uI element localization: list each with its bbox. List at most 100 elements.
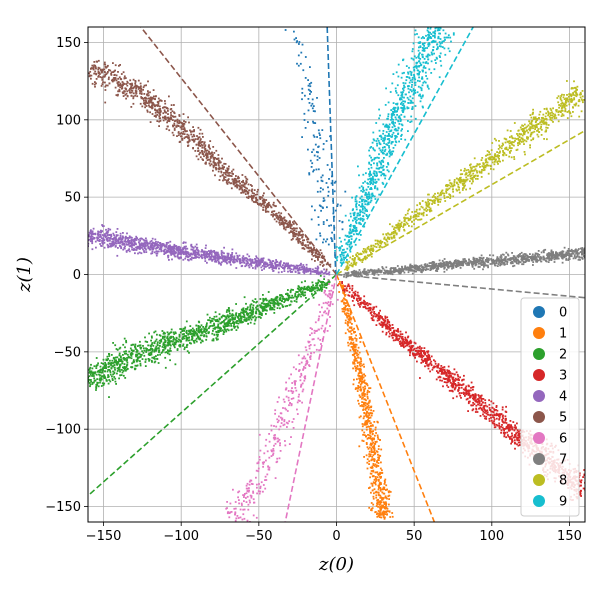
data-point — [381, 506, 383, 509]
data-point — [484, 402, 487, 404]
data-point — [154, 242, 157, 245]
data-point — [209, 140, 212, 142]
data-point — [501, 406, 504, 409]
data-point — [583, 469, 585, 471]
data-point — [308, 83, 311, 85]
data-point — [385, 510, 388, 513]
data-point — [321, 254, 324, 257]
data-point — [155, 115, 157, 118]
data-point — [502, 417, 504, 420]
data-point — [250, 303, 253, 306]
data-point — [483, 407, 485, 410]
data-point — [108, 379, 111, 381]
data-point — [382, 501, 385, 504]
data-point — [131, 362, 133, 365]
data-point — [309, 288, 312, 290]
data-point — [153, 251, 156, 254]
data-point — [222, 258, 225, 261]
data-point — [239, 261, 242, 264]
data-point — [385, 484, 388, 487]
data-point — [360, 372, 363, 374]
data-point — [99, 381, 101, 384]
data-point — [177, 340, 179, 343]
data-point — [296, 296, 298, 299]
data-point — [452, 378, 454, 381]
data-point — [236, 260, 239, 263]
data-point — [443, 369, 446, 372]
data-point — [101, 241, 104, 244]
data-point — [374, 477, 377, 480]
data-point — [169, 341, 172, 343]
data-point — [295, 291, 298, 293]
data-point — [170, 254, 173, 256]
data-point — [163, 245, 166, 248]
data-point — [89, 232, 92, 235]
data-point — [357, 387, 359, 389]
data-point — [226, 321, 229, 324]
data-point — [327, 186, 329, 189]
data-point — [327, 272, 330, 275]
data-point — [236, 257, 239, 259]
data-point — [495, 405, 498, 407]
data-point — [260, 204, 263, 207]
data-point — [232, 261, 234, 263]
data-point — [161, 243, 163, 246]
data-point — [261, 265, 264, 267]
data-point — [343, 307, 345, 309]
data-point — [480, 394, 483, 397]
data-point — [453, 388, 456, 391]
data-point — [384, 501, 387, 504]
data-point — [148, 358, 151, 361]
data-point — [241, 259, 244, 262]
data-point — [153, 349, 156, 352]
data-point — [263, 303, 265, 305]
data-point — [107, 358, 109, 360]
data-point — [359, 375, 362, 378]
data-point — [296, 237, 299, 239]
data-point — [182, 247, 184, 250]
data-point — [200, 250, 203, 253]
data-point — [474, 399, 477, 402]
data-point — [518, 435, 521, 438]
data-point — [126, 90, 129, 93]
data-point — [115, 235, 118, 237]
data-point — [292, 268, 295, 271]
data-point — [190, 244, 192, 247]
data-point — [363, 299, 365, 302]
data-point — [516, 443, 518, 446]
data-point — [137, 238, 140, 241]
data-point — [192, 126, 194, 128]
data-point — [105, 378, 108, 381]
data-point — [323, 282, 326, 284]
data-point — [323, 199, 326, 202]
data-point — [253, 315, 256, 318]
data-point — [249, 196, 252, 198]
data-point — [106, 370, 109, 373]
data-point — [484, 417, 486, 420]
data-point — [405, 344, 408, 347]
data-point — [357, 356, 360, 359]
data-point — [206, 313, 209, 316]
data-point — [189, 253, 192, 256]
data-point — [419, 350, 421, 353]
data-point — [209, 250, 212, 253]
data-point — [369, 446, 371, 449]
data-point — [316, 265, 319, 268]
data-point — [399, 340, 402, 343]
data-point — [104, 361, 106, 364]
data-point — [104, 367, 107, 369]
data-point — [380, 508, 382, 511]
data-point — [411, 345, 413, 348]
data-point — [141, 358, 144, 360]
data-point — [259, 311, 262, 314]
data-point — [326, 238, 329, 241]
data-point — [164, 345, 167, 348]
data-point — [126, 361, 129, 364]
data-point — [383, 323, 386, 326]
data-point — [300, 288, 303, 291]
data-point — [228, 324, 230, 327]
data-point — [317, 129, 320, 132]
data-point — [103, 75, 106, 78]
data-point — [228, 320, 230, 323]
data-point — [336, 203, 339, 206]
